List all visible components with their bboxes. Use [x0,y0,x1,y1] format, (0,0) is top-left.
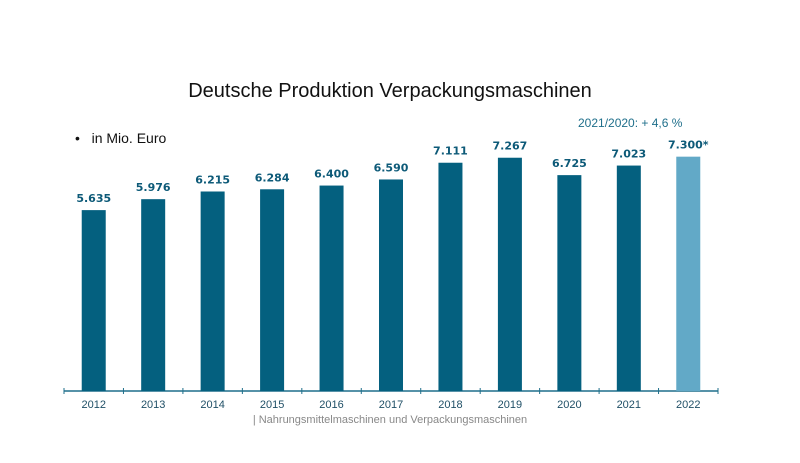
bar-2012 [81,210,106,391]
x-tick-label: 2019 [498,399,522,411]
bar-2018 [438,162,463,391]
unit-note: • in Mio. Euro [75,130,167,146]
bar-2019 [497,157,522,391]
data-label: 6.590 [374,161,409,174]
x-tick-label: 2014 [200,399,224,411]
bar-2022 [676,156,701,391]
unit-note-text: in Mio. Euro [91,130,167,146]
chart-title: Deutsche Produktion Verpackungsmaschinen [188,80,592,102]
x-tick-label: 2013 [141,399,165,411]
data-label: 6.284 [255,171,290,184]
x-tick-label: 2012 [81,399,105,411]
bar-2017 [379,179,403,391]
source-note: | Nahrungsmittelmaschinen und Verpackung… [252,414,528,426]
bar-2014 [200,191,225,391]
x-tick-label: 2018 [438,399,462,411]
data-label: 7.300* [668,139,709,152]
data-label: 7.267 [493,140,528,153]
x-tick-label: 2016 [319,399,343,411]
x-tick-label: 2020 [557,399,581,411]
bar-2021 [616,165,641,391]
x-tick-label: 2021 [617,399,641,411]
data-label: 6.725 [552,157,587,170]
data-label: 6.400 [314,168,349,181]
bar-2020 [557,175,582,391]
data-label: 5.976 [136,181,171,194]
data-label: 7.023 [611,148,646,161]
bar-2013 [141,199,166,391]
data-label: 5.635 [76,192,111,205]
data-label: 6.215 [195,173,230,186]
bar-2016 [319,185,344,391]
growth-annotation: 2021/2020: + 4,6 % [578,116,683,130]
x-tick-label: 2017 [379,399,403,411]
x-tick-label: 2022 [676,399,700,411]
bar-2015 [260,189,285,391]
data-label: 7.111 [433,145,468,158]
x-tick-label: 2015 [260,399,284,411]
